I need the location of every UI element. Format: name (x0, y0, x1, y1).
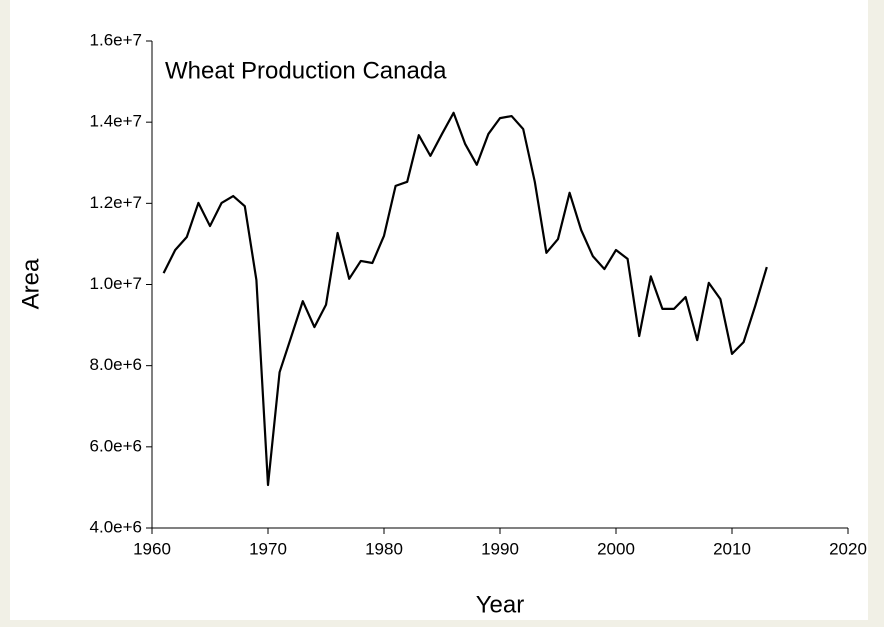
panel (10, 0, 868, 620)
y-tick-label: 1.4e+7 (90, 112, 142, 131)
y-tick-label: 4.0e+6 (90, 517, 142, 536)
x-tick-label: 2010 (713, 539, 751, 558)
y-tick-label: 1.6e+7 (90, 30, 142, 49)
x-axis-label: Year (476, 591, 525, 618)
y-tick-label: 6.0e+6 (90, 436, 142, 455)
y-tick-label: 8.0e+6 (90, 355, 142, 374)
y-tick-label: 1.0e+7 (90, 274, 142, 293)
x-tick-label: 2000 (597, 539, 635, 558)
x-tick-label: 2020 (829, 539, 867, 558)
y-axis-label: Area (17, 258, 44, 309)
x-tick-label: 1960 (133, 539, 171, 558)
x-tick-label: 1990 (481, 539, 519, 558)
x-tick-label: 1980 (365, 539, 403, 558)
chart-title: Wheat Production Canada (165, 57, 447, 84)
x-tick-label: 1970 (249, 539, 287, 558)
line-series (162, 111, 768, 487)
y-tick-label: 1.2e+7 (90, 193, 142, 212)
